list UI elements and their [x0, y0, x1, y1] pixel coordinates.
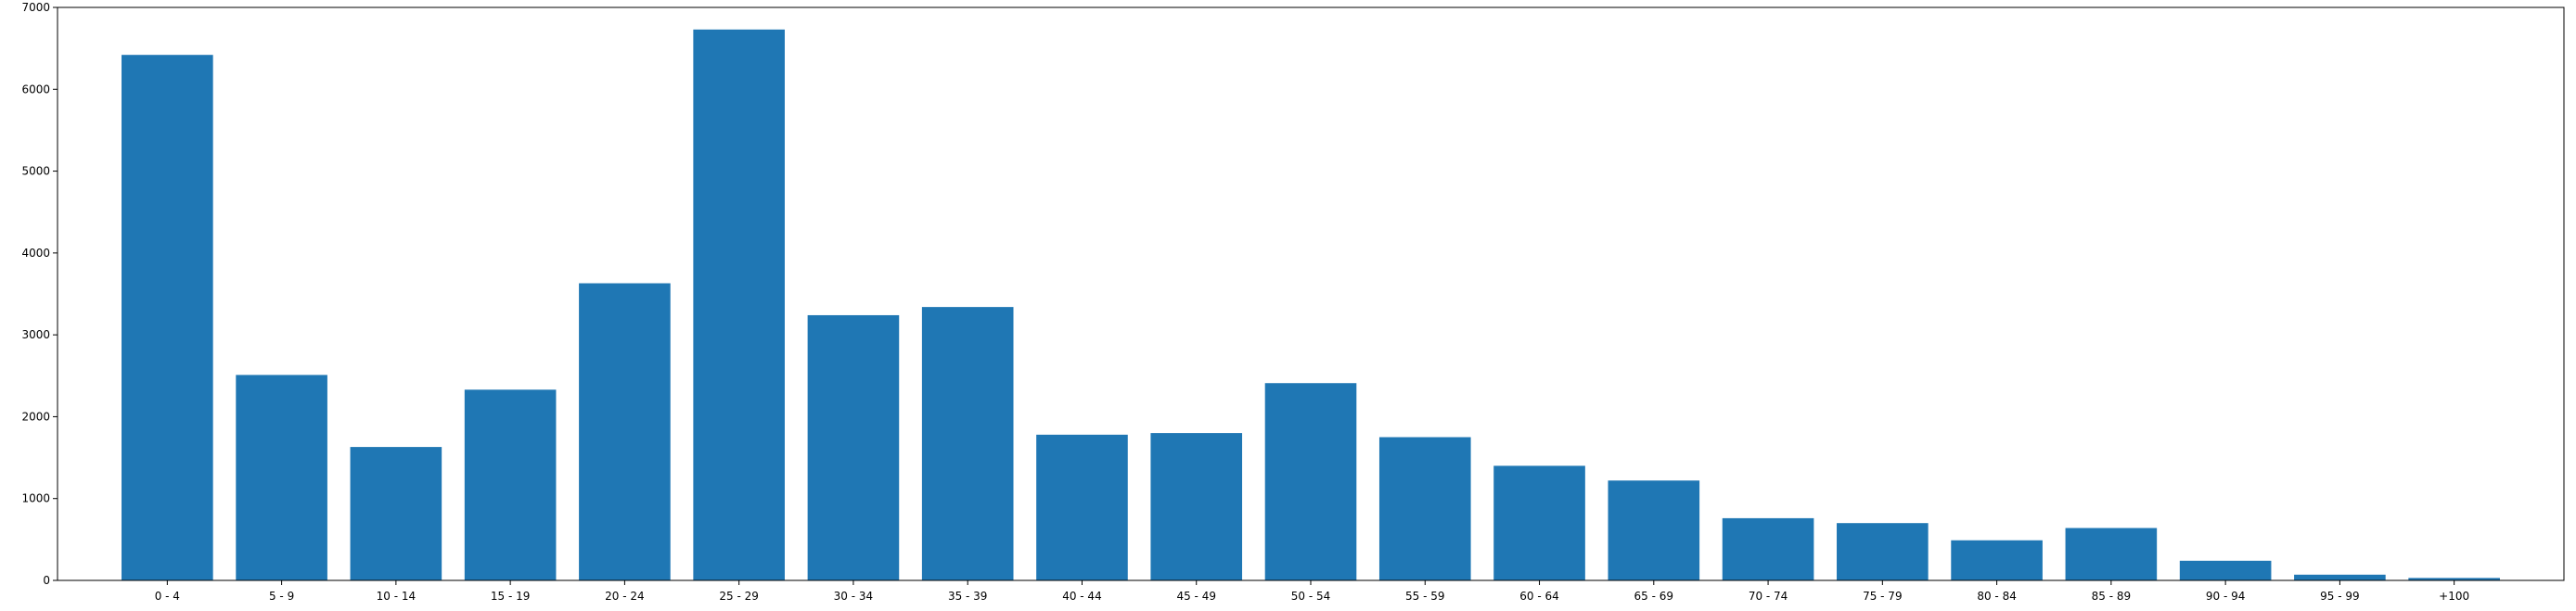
- x-tick-label: 95 - 99: [2320, 590, 2360, 603]
- bar-50-54: [1264, 383, 1357, 580]
- bar-20-24: [579, 283, 671, 580]
- x-tick-label: 35 - 39: [948, 590, 988, 603]
- bar-30-34: [807, 314, 900, 580]
- bar-40-44: [1036, 434, 1128, 580]
- bar-35-39: [921, 307, 1014, 580]
- bar-10-14: [350, 447, 442, 580]
- bar-65-69: [1608, 480, 1700, 580]
- bar-75-79: [1837, 523, 1929, 580]
- y-tick-label: 3000: [21, 328, 50, 341]
- x-tick-label: 65 - 69: [1634, 590, 1674, 603]
- x-tick-label: 20 - 24: [605, 590, 645, 603]
- bar--100: [2408, 578, 2500, 580]
- x-tick-label: 5 - 9: [269, 590, 294, 603]
- x-tick-label: 45 - 49: [1176, 590, 1216, 603]
- x-tick-label: 30 - 34: [834, 590, 874, 603]
- x-tick-label: 25 - 29: [719, 590, 759, 603]
- bar-5-9: [236, 375, 327, 580]
- bar-55-59: [1378, 437, 1471, 580]
- x-tick-label: 60 - 64: [1519, 590, 1559, 603]
- bar-95-99: [2294, 574, 2386, 580]
- y-tick-label: 1000: [21, 492, 50, 505]
- x-tick-label: 90 - 94: [2206, 590, 2246, 603]
- bar-85-89: [2065, 528, 2158, 580]
- x-tick-label: 15 - 19: [491, 590, 531, 603]
- x-tick-label: 40 - 44: [1062, 590, 1102, 603]
- bar-45-49: [1150, 433, 1243, 580]
- bar-80-84: [1951, 540, 2043, 580]
- y-tick-label: 6000: [21, 83, 50, 95]
- x-tick-label: 50 - 54: [1291, 590, 1331, 603]
- bar-25-29: [693, 29, 785, 580]
- x-tick-label: 85 - 89: [2092, 590, 2132, 603]
- x-tick-label: 10 - 14: [377, 590, 417, 603]
- x-axis-ticks: 0 - 4 5 - 9 10 - 14 15 - 19 20 - 24 25 - 29 30…: [155, 580, 2469, 603]
- x-tick-label: 75 - 79: [1863, 590, 1903, 603]
- x-tick-label: 80 - 84: [1977, 590, 2017, 603]
- x-tick-label: +100: [2439, 590, 2469, 603]
- bar-60-64: [1493, 465, 1585, 580]
- x-tick-label: 55 - 59: [1405, 590, 1445, 603]
- plot-frame: [57, 6, 2565, 581]
- y-tick-label: 4000: [21, 247, 50, 260]
- bars-group: [122, 29, 2500, 581]
- bar-15-19: [464, 389, 557, 580]
- y-tick-label: 2000: [21, 410, 50, 423]
- bar-90-94: [2179, 560, 2272, 580]
- bar-70-74: [1722, 517, 1814, 580]
- bar-0-4: [122, 55, 213, 581]
- y-tick-label: 7000: [21, 1, 50, 14]
- x-tick-label: 70 - 74: [1749, 590, 1788, 603]
- y-axis-ticks: 0 1000 2000 3000 4000 5000 6000 7000: [21, 1, 58, 587]
- y-tick-label: 5000: [21, 165, 50, 178]
- y-tick-label: 0: [43, 574, 50, 587]
- x-tick-label: 0 - 4: [155, 590, 180, 603]
